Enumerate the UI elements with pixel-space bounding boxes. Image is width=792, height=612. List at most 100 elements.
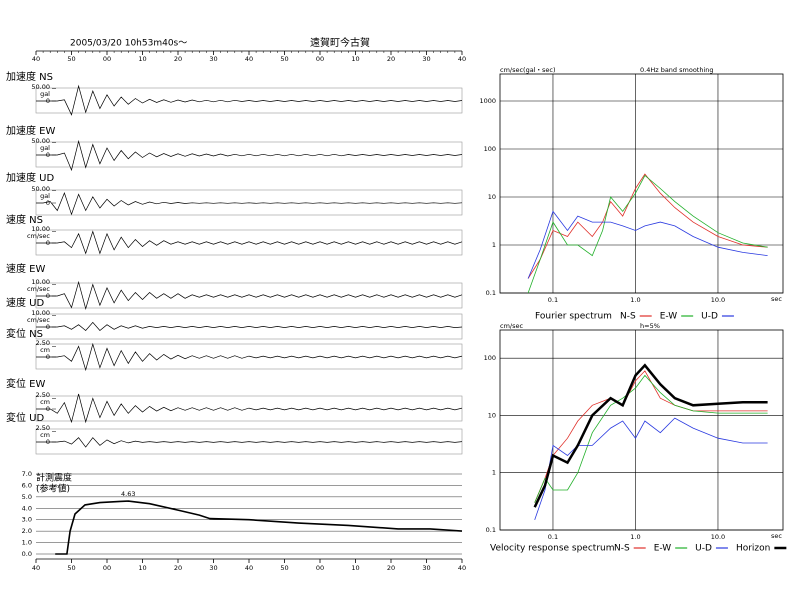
waveform bbox=[36, 84, 463, 116]
chart-title: (参考値) bbox=[36, 483, 70, 495]
station: 遠賀町今古賀 bbox=[310, 36, 370, 49]
x-tick-label: 00 bbox=[103, 55, 111, 63]
x-tick-label: 50 bbox=[280, 55, 288, 63]
y-tick-label: 1 bbox=[492, 469, 496, 477]
trace-box bbox=[35, 313, 463, 340]
y-tick-label: 7.0 bbox=[22, 470, 32, 478]
waveform bbox=[36, 230, 463, 255]
unit: cm/sec bbox=[27, 285, 50, 293]
chart-title: h=5% bbox=[640, 322, 660, 330]
x-tick-label: 20 bbox=[174, 55, 182, 63]
legend-title: Velocity response spectrum bbox=[490, 544, 615, 554]
unit: cm/sec bbox=[27, 316, 50, 324]
y-tick-label: 100 bbox=[484, 354, 496, 362]
trace-label: 変位 NS bbox=[6, 327, 43, 340]
legend-label: N-S bbox=[620, 312, 636, 322]
trace-label: 速度 EW bbox=[6, 262, 45, 275]
y-tick-label: 10 bbox=[488, 411, 496, 419]
y-tick-label: 1000 bbox=[479, 97, 496, 105]
spectrum-line bbox=[534, 370, 768, 503]
trace-label: 加速度 NS bbox=[6, 70, 53, 83]
spectrum-line bbox=[533, 363, 768, 508]
y-tick-label: 50.00 bbox=[31, 137, 50, 145]
trace-label: 加速度 EW bbox=[6, 124, 55, 137]
legend-label: Horizon bbox=[736, 544, 770, 554]
x-tick-label: 10 bbox=[351, 55, 359, 63]
unit: cm bbox=[40, 431, 50, 439]
y-tick-label: 10.00 bbox=[31, 225, 50, 233]
unit: cm bbox=[40, 398, 50, 406]
y-tick-label: 2.50 bbox=[36, 339, 50, 347]
y-tick-label: 10.00 bbox=[31, 309, 50, 317]
unit: gal bbox=[40, 90, 50, 98]
trace-box bbox=[35, 282, 463, 309]
y-tick-label: 50.00 bbox=[31, 83, 50, 91]
x-tick-label: 30 bbox=[422, 55, 430, 63]
y-tick-label: 100 bbox=[484, 145, 496, 153]
x-tick-label: 40 bbox=[245, 564, 253, 572]
y-tick-label: 5.0 bbox=[22, 493, 32, 501]
trace-label: 変位 EW bbox=[6, 377, 45, 390]
spectrum-line bbox=[527, 210, 768, 279]
x-tick-label: 10 bbox=[351, 564, 359, 572]
trace-box bbox=[35, 189, 463, 216]
x-tick-label: 0.1 bbox=[548, 296, 558, 304]
legend-label: E-W bbox=[654, 544, 672, 554]
x-tick-label: 20 bbox=[174, 564, 182, 572]
x-tick-label: 00 bbox=[103, 564, 111, 572]
title: 2005/03/20 10h53m40s～ bbox=[70, 39, 187, 49]
x-tick-label: 10 bbox=[138, 564, 146, 572]
trace-label: 加速度 UD bbox=[6, 171, 54, 184]
legend-label: U-D bbox=[695, 544, 712, 554]
spectrum-line bbox=[534, 374, 768, 503]
annotation: 4.63 bbox=[121, 490, 135, 498]
waveform bbox=[36, 342, 463, 372]
unit: cm/sec bbox=[27, 232, 50, 240]
unit: gal bbox=[40, 144, 50, 152]
x-tick-label: 00 bbox=[316, 564, 324, 572]
y-tick-label: 6.0 bbox=[22, 481, 32, 489]
legend-title: Fourier spectrum bbox=[535, 312, 612, 322]
waveform bbox=[36, 280, 463, 310]
y-tick-label: 0.1 bbox=[486, 526, 496, 534]
x-tick-label: 1.0 bbox=[630, 296, 640, 304]
x-tick-label: 1.0 bbox=[630, 533, 640, 541]
y-unit: cm/sec(gal・sec) bbox=[500, 66, 556, 74]
x-tick-label: 10 bbox=[138, 55, 146, 63]
trace-label: 変位 UD bbox=[6, 411, 44, 424]
plot-frame bbox=[499, 73, 784, 294]
x-unit: sec bbox=[771, 295, 782, 303]
unit: gal bbox=[40, 192, 50, 200]
x-tick-label: 50 bbox=[280, 564, 288, 572]
trace-label: 速度 NS bbox=[6, 213, 43, 226]
waveform bbox=[36, 139, 463, 172]
trace-box bbox=[35, 229, 463, 256]
legend-label: U-D bbox=[701, 312, 718, 322]
spectrum-line bbox=[527, 173, 768, 279]
y-tick-label: 2.0 bbox=[22, 527, 32, 535]
trace-box bbox=[35, 395, 463, 422]
x-tick-label: 30 bbox=[209, 55, 217, 63]
legend-label: N-S bbox=[614, 544, 630, 554]
x-tick-label: 40 bbox=[458, 55, 466, 63]
x-tick-label: 40 bbox=[32, 564, 40, 572]
chart-title: 0.4Hz band smoothing bbox=[640, 66, 714, 74]
y-tick-label: 1 bbox=[492, 241, 496, 249]
x-tick-label: 00 bbox=[316, 55, 324, 63]
plot-frame bbox=[499, 329, 784, 531]
waveform bbox=[36, 393, 463, 424]
chart-title: 計測震度 bbox=[36, 472, 72, 484]
x-tick-label: 30 bbox=[422, 564, 430, 572]
unit: cm bbox=[40, 346, 50, 354]
waveform bbox=[36, 191, 463, 216]
y-tick-label: 10.00 bbox=[31, 278, 50, 286]
y-tick-label: 0 bbox=[46, 199, 50, 207]
x-tick-label: 10.0 bbox=[711, 533, 725, 541]
trace-box bbox=[35, 428, 463, 455]
x-tick-label: 40 bbox=[32, 55, 40, 63]
waveform bbox=[36, 321, 463, 331]
x-tick-label: 20 bbox=[387, 564, 395, 572]
waveform bbox=[36, 437, 463, 448]
x-tick-label: 40 bbox=[458, 564, 466, 572]
